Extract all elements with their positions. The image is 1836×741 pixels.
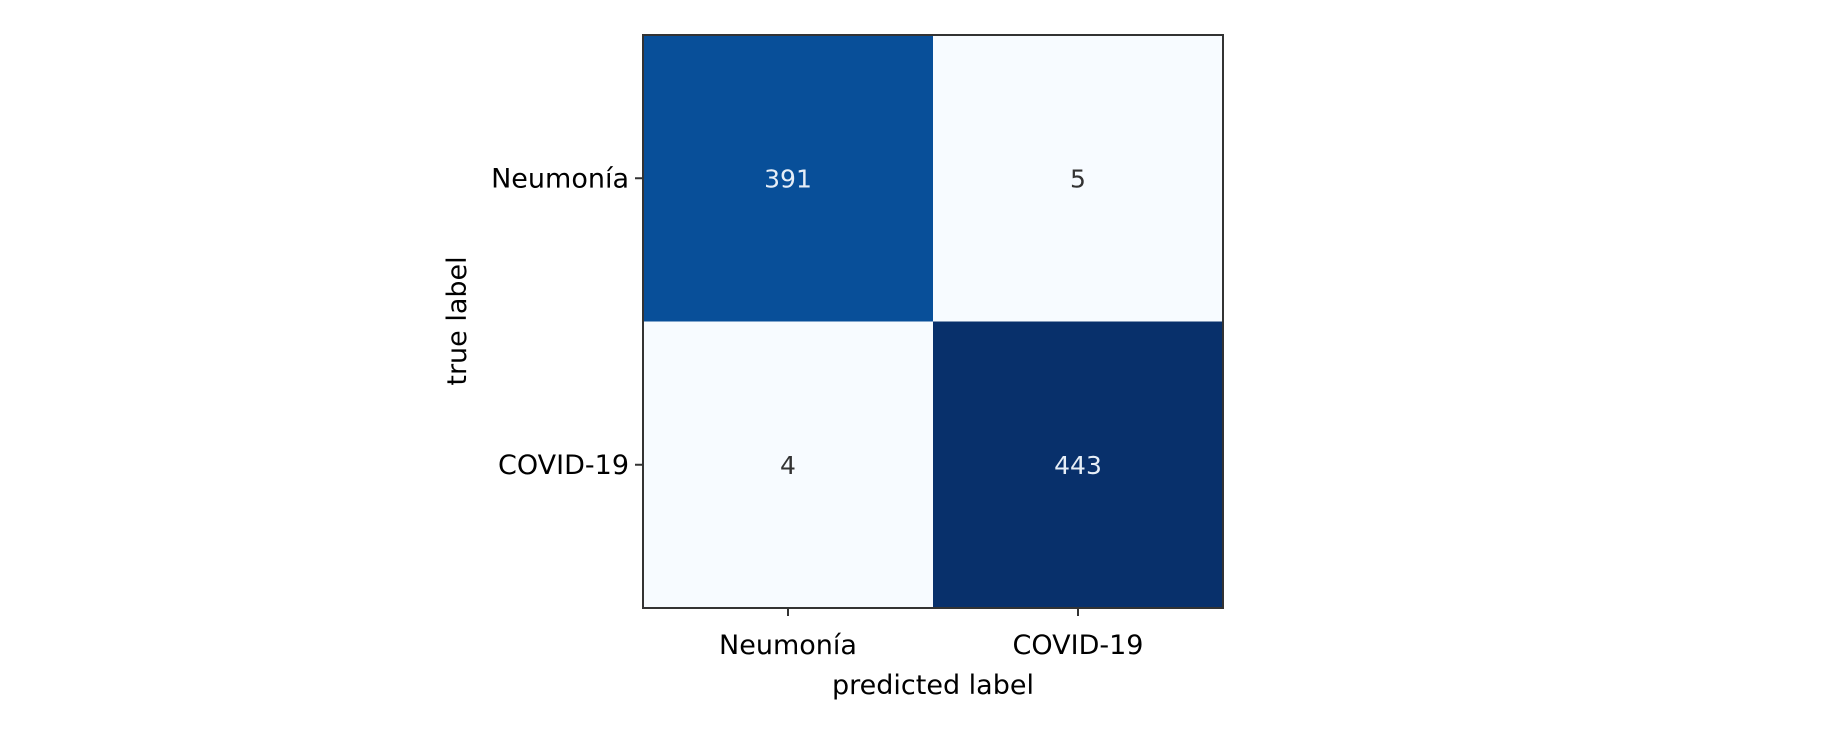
cell-value-r0-c1: 5 [1070, 164, 1086, 193]
x-tick-label: COVID-19 [1013, 630, 1144, 661]
matrix-cells [643, 35, 1223, 608]
x-axis-label: predicted label [832, 670, 1034, 701]
matrix-cell-labels: 391 5 4 443 [764, 164, 1102, 480]
y-tick-label: COVID-19 [498, 450, 629, 481]
matrix-cell-r1-c1 [933, 321, 1223, 608]
x-axis-ticks: Neumonía COVID-19 [719, 608, 1143, 661]
matrix-cell-r0-c0 [643, 35, 933, 322]
matrix-cell-r1-c0 [643, 321, 933, 608]
cell-value-r1-c1: 443 [1054, 451, 1102, 480]
cell-value-r0-c0: 391 [764, 164, 812, 193]
x-tick-label: Neumonía [719, 630, 857, 661]
matrix-cell-r0-c1 [933, 35, 1223, 322]
y-axis-ticks: Neumonía COVID-19 [491, 163, 643, 481]
y-axis-label: true label [442, 256, 473, 385]
y-tick-label: Neumonía [491, 163, 629, 194]
plot-frame [642, 34, 1224, 609]
cell-value-r1-c0: 4 [780, 451, 796, 480]
